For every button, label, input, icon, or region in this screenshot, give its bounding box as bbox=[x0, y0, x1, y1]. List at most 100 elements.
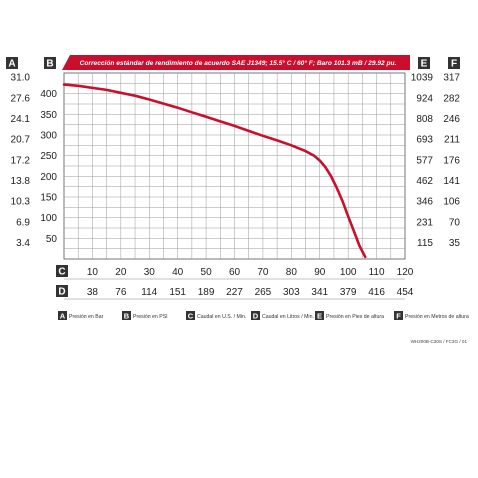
legend-label: Presión en Pies de altura bbox=[326, 314, 384, 320]
tick-label-f: 176 bbox=[443, 155, 460, 166]
tick-label-f: 35 bbox=[449, 238, 461, 249]
legend-label: Presión en Metros de altura bbox=[405, 314, 469, 320]
axis-box-a: A bbox=[6, 57, 18, 70]
tick-label-d: 416 bbox=[368, 287, 385, 298]
tick-label-f: 141 bbox=[443, 176, 460, 187]
tick-label-a: 27.6 bbox=[11, 93, 31, 104]
legend-label: Presión en Bar bbox=[69, 314, 104, 320]
tick-label-e: 346 bbox=[416, 197, 433, 208]
tick-label-b: 350 bbox=[40, 110, 57, 121]
tick-label-b: 200 bbox=[40, 172, 57, 183]
tick-label-d: 379 bbox=[340, 287, 357, 298]
tick-label-b: 300 bbox=[40, 131, 57, 142]
axis-box-f: F bbox=[448, 57, 460, 70]
tick-label-b: 100 bbox=[40, 213, 57, 224]
legend-letter: C bbox=[188, 311, 194, 320]
legend-item: A Presión en Bar bbox=[58, 311, 104, 320]
tick-label-d: 151 bbox=[169, 287, 186, 298]
tick-label-e: 924 bbox=[416, 93, 433, 104]
tick-label-e: 1039 bbox=[411, 73, 434, 84]
axis-box-b: B bbox=[44, 57, 56, 70]
tick-label-d: 227 bbox=[226, 287, 243, 298]
tick-label-f: 211 bbox=[444, 135, 460, 146]
legend-box bbox=[251, 311, 260, 320]
legend-item: D Caudal en Litros / Min. bbox=[251, 311, 314, 320]
legend-box bbox=[315, 311, 324, 320]
tick-label-b: 250 bbox=[40, 151, 57, 162]
tick-label-f: 106 bbox=[443, 197, 460, 208]
legend-box bbox=[58, 311, 67, 320]
tick-label-e: 577 bbox=[416, 155, 433, 166]
legend-letter: F bbox=[396, 311, 401, 320]
tick-label-a: 3.4 bbox=[16, 238, 30, 249]
tick-label-b: 150 bbox=[40, 193, 57, 204]
tick-label-e: 231 bbox=[416, 217, 433, 228]
tick-label-a: 31.0 bbox=[11, 73, 31, 84]
tick-label-e: 808 bbox=[416, 114, 433, 125]
tick-label-d: 303 bbox=[283, 287, 300, 298]
tick-label-c: 60 bbox=[229, 267, 241, 278]
legend: A Presión en Bar B Presión en PSI C Caudal en… bbox=[58, 311, 469, 320]
tick-labels: 50 100 150 200 250 300 350 400 3.4 6.9 10.3 13.8 17.… bbox=[11, 73, 461, 298]
tick-label-c: 80 bbox=[286, 267, 298, 278]
legend-box bbox=[394, 311, 403, 320]
legend-letter: E bbox=[317, 311, 322, 320]
legend-label: Presión en PSI bbox=[133, 314, 168, 320]
banner-bar bbox=[62, 55, 410, 70]
legend-label: Caudal en Litros / Min. bbox=[262, 314, 314, 320]
legend-box bbox=[122, 311, 131, 320]
legend-box bbox=[186, 311, 195, 320]
tick-label-a: 20.7 bbox=[11, 135, 31, 146]
axis-box-a-letter: A bbox=[8, 59, 15, 70]
tick-label-b: 400 bbox=[40, 89, 57, 100]
legend-letter: D bbox=[253, 311, 259, 320]
tick-label-a: 13.8 bbox=[11, 176, 31, 187]
performance-curve bbox=[62, 83, 367, 259]
tick-label-d: 38 bbox=[87, 287, 99, 298]
tick-label-b: 50 bbox=[46, 234, 58, 245]
legend-item: E Presión en Pies de altura bbox=[315, 311, 384, 320]
grid bbox=[64, 73, 405, 259]
legend-item: B Presión en PSI bbox=[122, 311, 168, 320]
tick-label-c: 120 bbox=[397, 267, 414, 278]
tick-label-d: 454 bbox=[397, 287, 414, 298]
tick-label-e: 462 bbox=[416, 176, 433, 187]
banner-title: Corrección estándar de rendimiento de ac… bbox=[80, 59, 397, 67]
tick-label-a: 6.9 bbox=[16, 217, 30, 228]
axis-box-d: D bbox=[56, 285, 68, 298]
tick-label-e: 693 bbox=[416, 135, 433, 146]
legend-item: F Presión en Metros de altura bbox=[394, 311, 469, 320]
axis-box-e-letter: E bbox=[421, 59, 428, 70]
axis-box-c: C bbox=[56, 265, 68, 278]
tick-label-c: 10 bbox=[87, 267, 99, 278]
tick-label-d: 189 bbox=[198, 287, 215, 298]
axis-box-e: E bbox=[418, 57, 430, 70]
legend-item: C Caudal en U.S. / Min. bbox=[186, 311, 246, 320]
tick-label-f: 246 bbox=[443, 114, 460, 125]
legend-letter: A bbox=[60, 311, 66, 320]
tick-label-d: 76 bbox=[115, 287, 127, 298]
tick-label-c: 70 bbox=[257, 267, 269, 278]
tick-label-c: 30 bbox=[144, 267, 156, 278]
tick-label-a: 17.2 bbox=[11, 155, 31, 166]
tick-label-c: 100 bbox=[340, 267, 357, 278]
axis-box-d-letter: D bbox=[58, 287, 65, 298]
tick-label-c: 40 bbox=[172, 267, 184, 278]
model-code: WH200B-C30S / FC3G / 01 bbox=[411, 339, 468, 344]
axis-box-f-letter: F bbox=[451, 59, 457, 70]
tick-label-a: 24.1 bbox=[11, 114, 31, 125]
tick-label-c: 20 bbox=[115, 267, 127, 278]
axis-box-c-letter: C bbox=[58, 267, 65, 278]
tick-label-c: 110 bbox=[369, 267, 385, 278]
tick-label-d: 114 bbox=[141, 287, 157, 298]
tick-label-d: 341 bbox=[311, 287, 328, 298]
axis-box-b-letter: B bbox=[46, 59, 53, 70]
tick-label-f: 70 bbox=[449, 217, 461, 228]
tick-label-e: 115 bbox=[417, 238, 433, 249]
tick-label-d: 265 bbox=[255, 287, 272, 298]
legend-label: Caudal en U.S. / Min. bbox=[197, 314, 246, 320]
tick-label-c: 90 bbox=[314, 267, 326, 278]
tick-label-f: 282 bbox=[443, 93, 460, 104]
legend-letter: B bbox=[124, 311, 130, 320]
